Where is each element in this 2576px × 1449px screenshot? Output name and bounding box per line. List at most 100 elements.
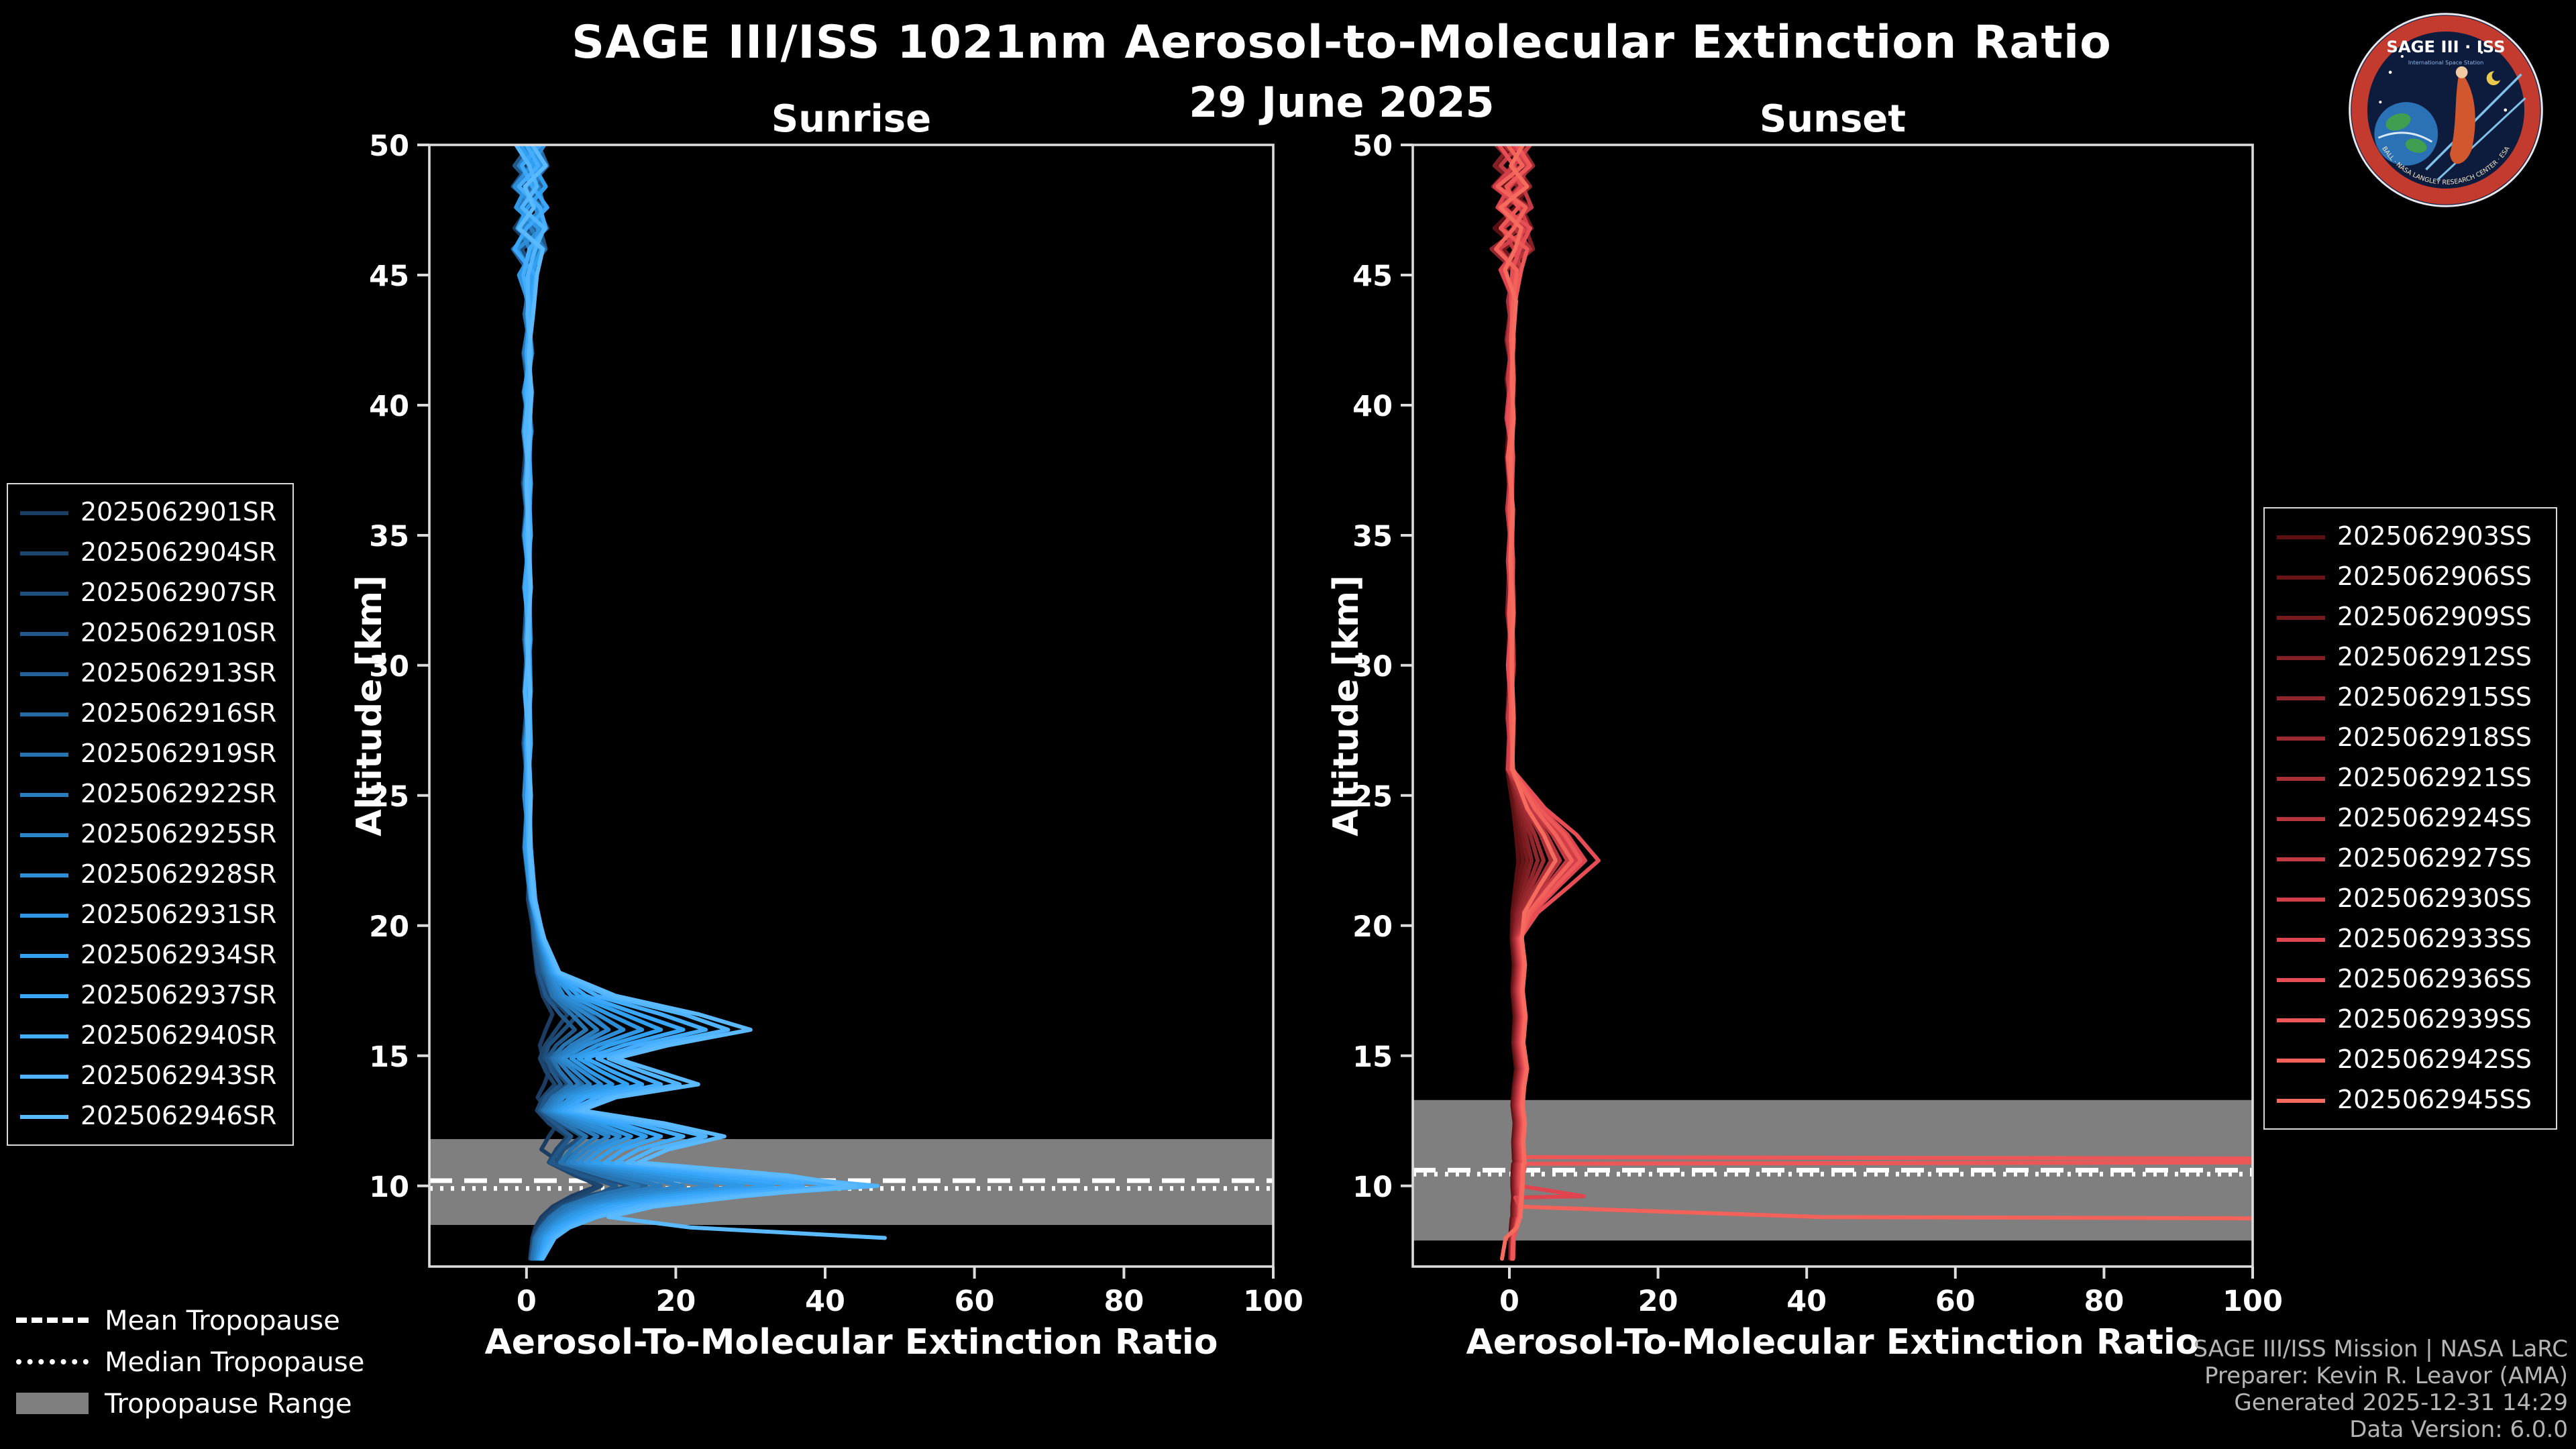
series-color-swatch — [20, 953, 68, 957]
plot-border — [1411, 144, 2254, 1268]
legend-item: 2025062921SS — [2277, 758, 2544, 798]
series-label: 2025062930SS — [2337, 884, 2532, 914]
y-tick-label: 30 — [1352, 650, 1393, 684]
legend-item: 2025062906SS — [2277, 557, 2544, 597]
sunrise-x-axis-label: Aerosol-To-Molecular Extinction Ratio — [484, 1323, 1218, 1363]
figure-head — [2455, 66, 2468, 78]
series-label: 2025062946SR — [80, 1102, 277, 1131]
series-color-swatch — [2277, 655, 2325, 659]
series-label: 2025062912SS — [2337, 643, 2532, 672]
series-color-swatch — [2277, 937, 2325, 941]
x-tick-label: 100 — [2222, 1285, 2283, 1318]
legend-item: 2025062912SS — [2277, 637, 2544, 678]
logo-title: SAGE III · ISS — [2386, 37, 2505, 56]
legend-item: 2025062904SR — [20, 533, 280, 573]
series-color-swatch — [2277, 535, 2325, 539]
y-tick-label: 40 — [369, 390, 409, 423]
x-tick-label: 0 — [1499, 1285, 1519, 1318]
credits-generated: Generated 2025-12-31 14:29 — [2234, 1390, 2568, 1417]
series-color-swatch — [20, 833, 68, 837]
series-color-swatch — [2277, 1098, 2325, 1102]
legend-item: 2025062909SS — [2277, 597, 2544, 637]
series-label: 2025062937SR — [80, 981, 277, 1010]
series-label: 2025062931SR — [80, 900, 277, 930]
x-tick-label: 60 — [955, 1285, 995, 1318]
legend-item: 2025062930SS — [2277, 879, 2544, 919]
y-tick-label: 15 — [1352, 1040, 1393, 1074]
y-tick-label: 10 — [369, 1171, 409, 1204]
legend-item: 2025062939SS — [2277, 1000, 2544, 1040]
mean-tropopause-label: Mean Tropopause — [105, 1303, 340, 1336]
star-icon — [2504, 108, 2508, 112]
series-color-swatch — [2277, 1018, 2325, 1022]
y-tick-label: 20 — [369, 910, 409, 944]
series-label: 2025062927SS — [2337, 844, 2532, 873]
series-color-swatch — [20, 511, 68, 515]
credits-preparer: Preparer: Kevin R. Leavor (AMA) — [2204, 1363, 2568, 1390]
series-color-swatch — [20, 994, 68, 998]
y-tick-label: 35 — [369, 520, 409, 553]
series-label: 2025062924SS — [2337, 804, 2532, 833]
y-tick-label: 20 — [1352, 910, 1393, 944]
series-label: 2025062918SS — [2337, 723, 2532, 753]
profile-line — [1498, 145, 1558, 1261]
profile-line — [1494, 145, 2253, 1221]
series-label: 2025062907SR — [80, 578, 277, 608]
sunset-x-axis-label: Aerosol-To-Molecular Extinction Ratio — [1466, 1323, 2200, 1363]
series-label: 2025062915SS — [2337, 683, 2532, 712]
y-tick-label: 40 — [1352, 390, 1393, 423]
series-color-swatch — [2277, 615, 2325, 619]
legend-item: 2025062937SR — [20, 975, 280, 1016]
legend-item: 2025062940SR — [20, 1016, 280, 1056]
x-tick-label: 20 — [655, 1285, 696, 1318]
series-label: 2025062928SR — [80, 860, 277, 890]
legend-item: 2025062925SR — [20, 814, 280, 855]
profile-line — [1498, 145, 2253, 1261]
y-tick-label: 45 — [1352, 260, 1393, 293]
credits-data-version: Data Version: 6.0.0 — [2349, 1417, 2568, 1444]
earth-cloud — [2377, 131, 2433, 143]
sunset-legend: 2025062903SS 2025062906SS 2025062909SS 2025… — [2263, 507, 2557, 1130]
sunrise-plot: 0 20 40 60 80 100 10 15 20 25 30 35 40 45 50 — [369, 129, 1303, 1318]
moon-crescent-mask — [2491, 70, 2503, 81]
series-color-swatch — [20, 792, 68, 796]
y-tick-label: 25 — [369, 780, 409, 814]
legend-item: 2025062918SS — [2277, 718, 2544, 758]
y-tick-label: 35 — [1352, 520, 1393, 553]
legend-item: 2025062942SS — [2277, 1040, 2544, 1080]
figure-title: SAGE III/ISS 1021nm Aerosol-to-Molecular… — [572, 16, 2112, 70]
star-icon — [2480, 51, 2483, 54]
star-icon — [2400, 55, 2404, 58]
credits: SAGE III/ISS Mission | NASA LaRC Prepare… — [2193, 1336, 2568, 1444]
legend-item: 2025062946SR — [20, 1096, 280, 1136]
series-color-swatch — [2277, 575, 2325, 579]
sunrise-panel-title: Sunrise — [771, 97, 932, 141]
series-label: 2025062913SR — [80, 659, 277, 688]
y-tick-label: 30 — [369, 650, 409, 684]
x-tick-label: 60 — [1935, 1285, 1976, 1318]
series-label: 2025062933SS — [2337, 924, 2532, 954]
credits-mission: SAGE III/ISS Mission | NASA LaRC — [2193, 1336, 2568, 1363]
y-tick-label: 10 — [1352, 1171, 1393, 1204]
series-label: 2025062934SR — [80, 941, 277, 970]
series-label: 2025062919SR — [80, 739, 277, 769]
sunrise-legend: 2025062901SR 2025062904SR 2025062907SR 2025… — [7, 483, 294, 1146]
series-label: 2025062910SR — [80, 619, 277, 648]
profile-line — [517, 145, 887, 1240]
series-label: 2025062903SS — [2337, 522, 2532, 551]
legend-item: 2025062919SR — [20, 734, 280, 774]
x-tick-label: 20 — [1638, 1285, 1678, 1318]
y-tick-label: 45 — [369, 260, 409, 293]
x-tick-label: 40 — [805, 1285, 845, 1318]
legend-item: 2025062916SR — [20, 694, 280, 734]
series-label: 2025062901SR — [80, 498, 277, 527]
earth-landmass — [2385, 113, 2411, 131]
logo-outer-rim — [2349, 13, 2543, 207]
legend-item: 2025062903SS — [2277, 517, 2544, 557]
legend-item: 2025062931SR — [20, 895, 280, 935]
legend-item: 2025062901SR — [20, 492, 280, 533]
x-tick-label: 40 — [1786, 1285, 1827, 1318]
series-label: 2025062925SR — [80, 820, 277, 849]
legend-item: 2025062910SR — [20, 613, 280, 653]
